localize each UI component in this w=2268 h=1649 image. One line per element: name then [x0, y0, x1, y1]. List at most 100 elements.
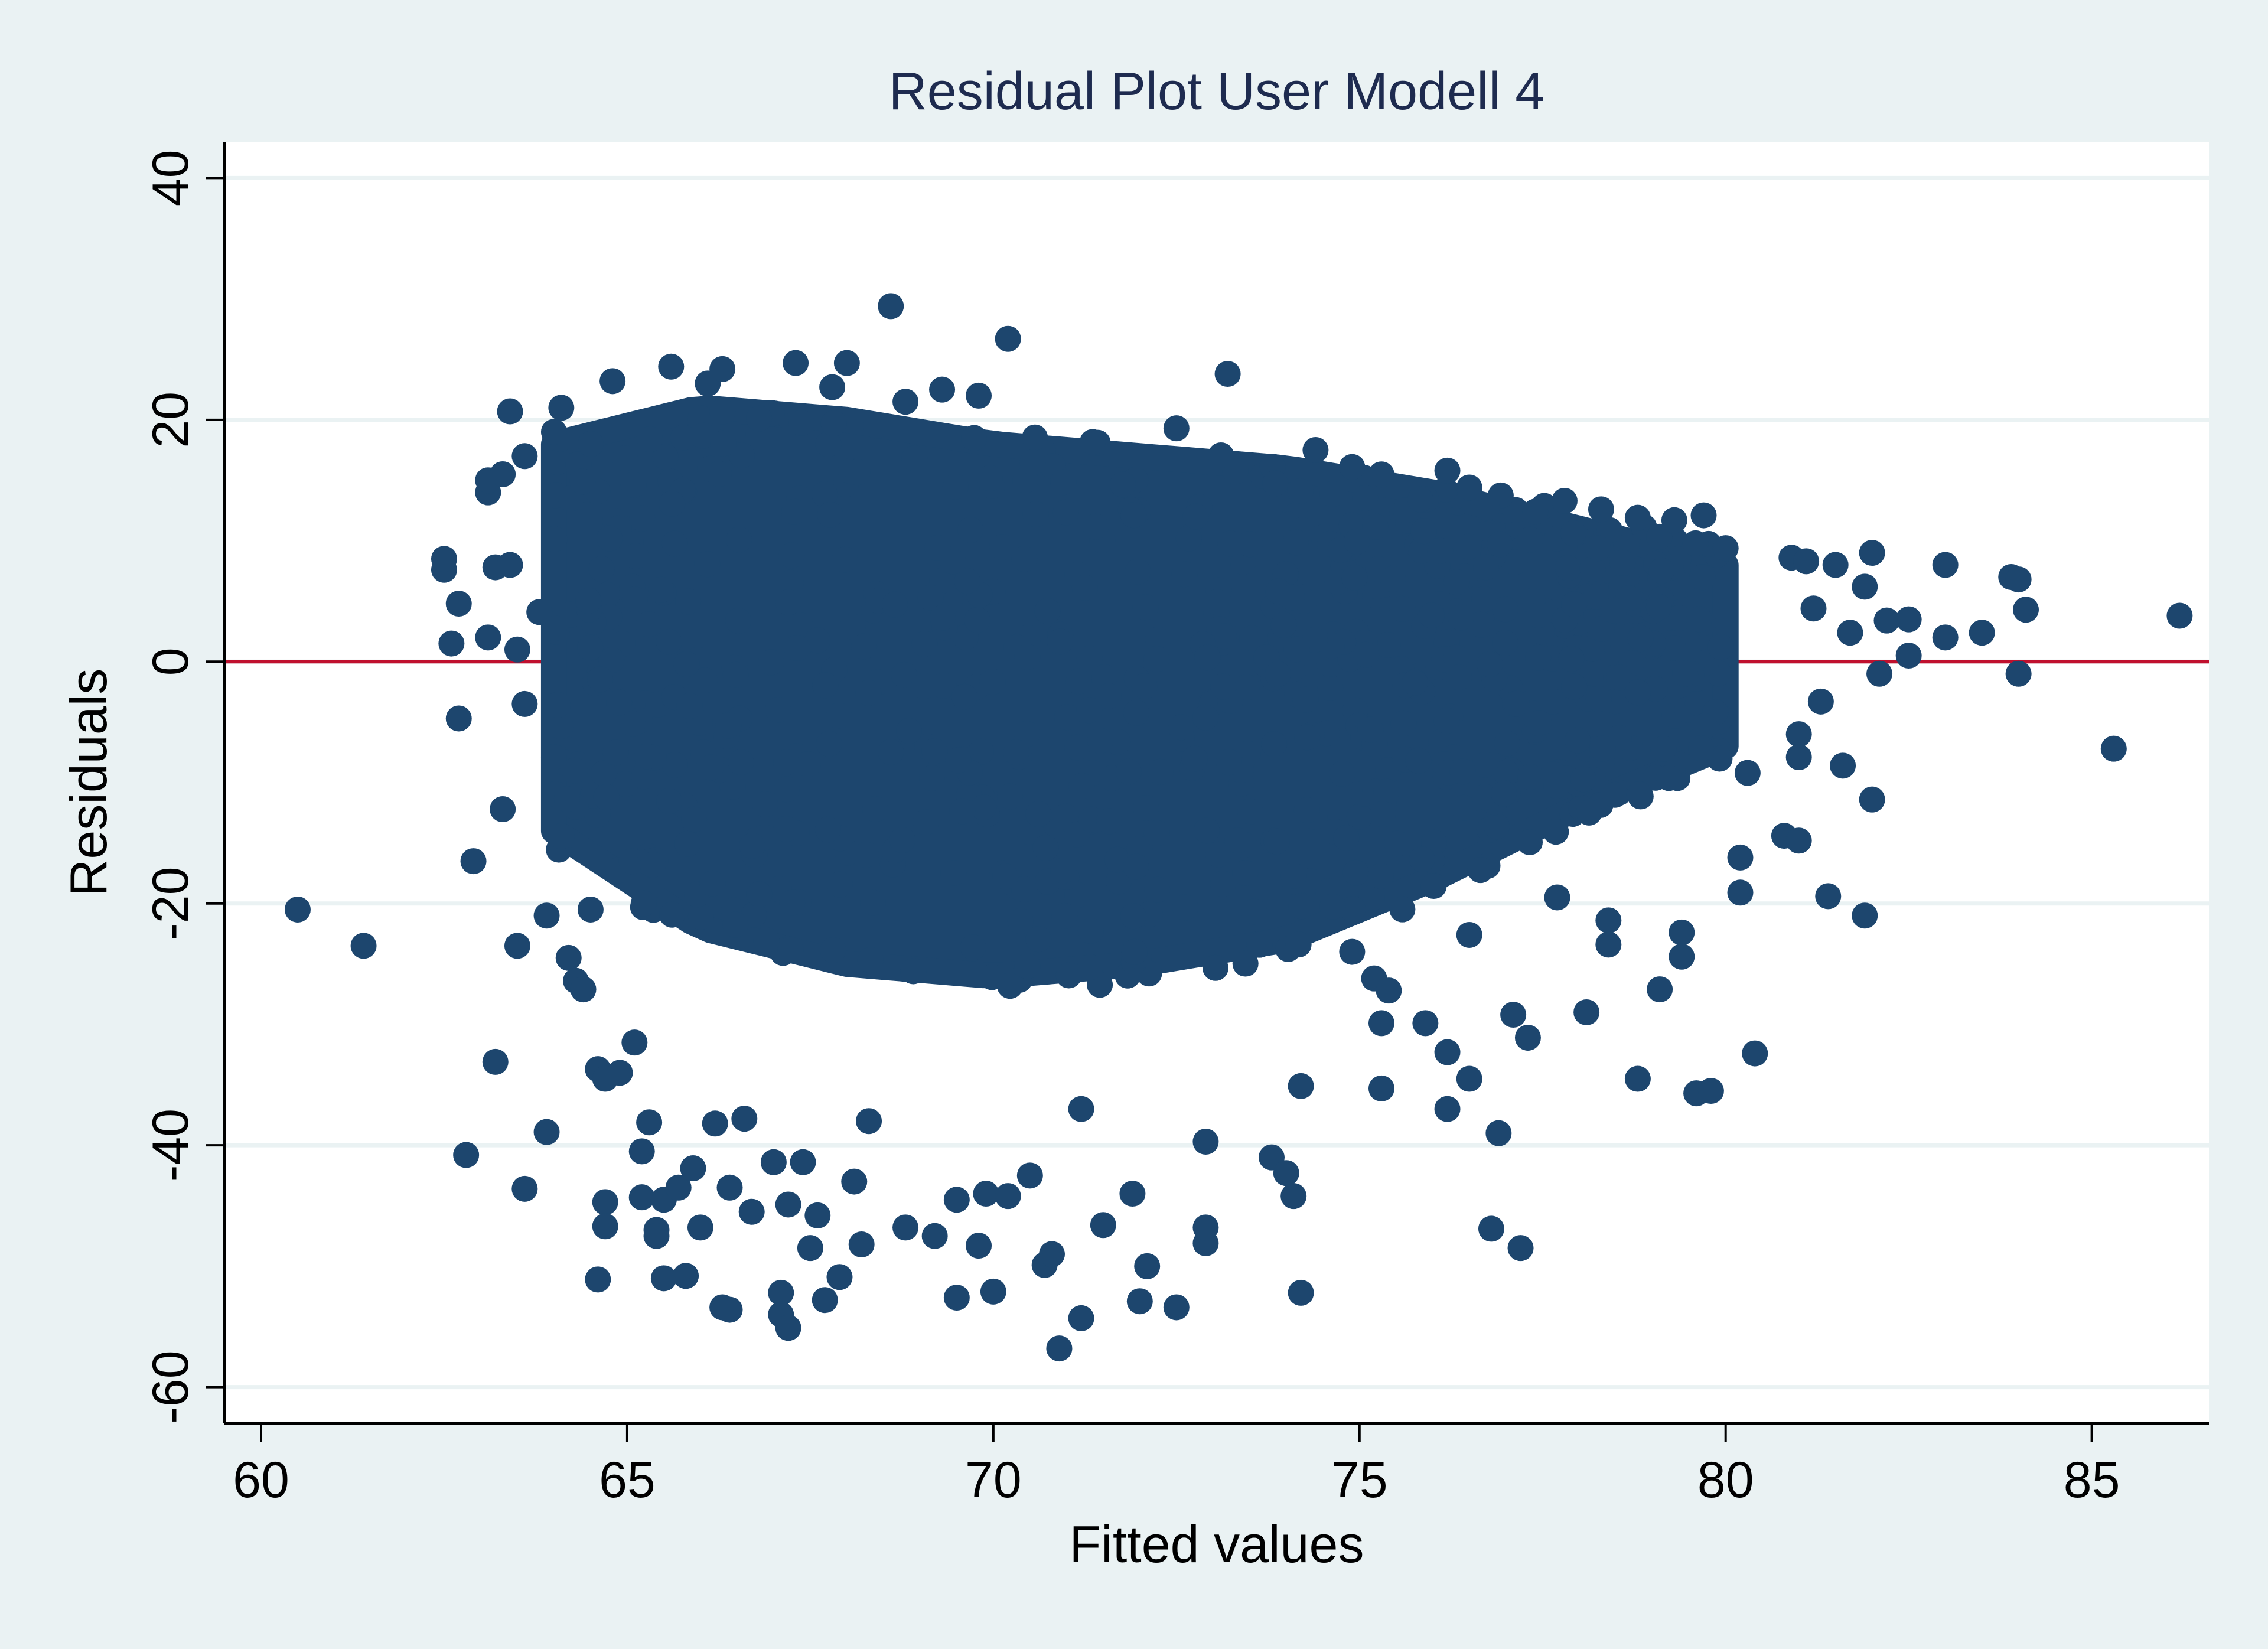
scatter-point — [1647, 976, 1673, 1003]
cloud-point — [1390, 710, 1417, 736]
scatter-point — [658, 353, 685, 380]
scatter-point — [1507, 1235, 1534, 1262]
y-axis-title: Residuals — [59, 669, 118, 897]
cloud-point — [1285, 931, 1312, 958]
scatter-point — [1514, 1024, 1541, 1051]
cloud-point — [1123, 853, 1149, 880]
cloud-point — [1407, 486, 1433, 513]
cloud-point — [1019, 449, 1046, 475]
cloud-point — [778, 542, 805, 569]
cloud-point — [1054, 704, 1080, 731]
cloud-point — [752, 791, 778, 817]
y-tick-label-2: -20 — [142, 867, 199, 940]
scatter-point — [1163, 415, 1190, 442]
cloud-point — [832, 546, 858, 573]
cloud-point — [692, 667, 718, 693]
scatter-point — [1068, 1305, 1094, 1331]
cloud-point — [777, 936, 804, 963]
scatter-point — [577, 896, 604, 923]
scatter-point — [504, 933, 530, 959]
scatter-point — [716, 1296, 743, 1323]
cloud-point — [670, 424, 696, 451]
cloud-point — [606, 689, 633, 716]
cloud-point — [1237, 798, 1263, 824]
cloud-point — [1007, 908, 1034, 934]
x-tick-label-3: 75 — [1331, 1452, 1388, 1508]
cloud-point — [728, 442, 755, 469]
cloud-point — [1609, 549, 1636, 576]
scatter-point — [628, 1184, 655, 1211]
scatter-point — [833, 350, 860, 376]
scatter-point — [1815, 883, 1842, 910]
scatter-point — [892, 389, 919, 415]
cloud-point — [913, 809, 939, 836]
cloud-point — [722, 661, 749, 688]
cloud-point — [637, 426, 663, 452]
y-axis-ticks: -60 -40 -20 0 20 40 — [142, 150, 224, 1424]
cloud-point — [1232, 860, 1259, 887]
scatter-point — [1822, 552, 1849, 578]
cloud-point — [593, 784, 620, 810]
scatter-point — [1551, 488, 1578, 514]
cloud-point — [997, 783, 1024, 810]
cloud-point — [1362, 513, 1389, 540]
scatter-point — [1192, 1129, 1219, 1155]
cloud-point — [1241, 898, 1267, 925]
cloud-point — [787, 612, 813, 638]
scatter-point — [1573, 999, 1600, 1025]
cloud-point — [917, 584, 944, 611]
scatter-point — [1661, 507, 1687, 533]
dense-point-cloud — [540, 395, 1739, 999]
cloud-point — [979, 964, 1005, 990]
cloud-point — [676, 693, 703, 719]
cloud-point — [1560, 520, 1586, 546]
cloud-point — [778, 569, 804, 596]
scatter-point — [482, 1048, 509, 1075]
axes — [223, 142, 2209, 1425]
cloud-point — [1432, 477, 1458, 503]
cloud-point — [758, 649, 784, 676]
scatter-point — [475, 624, 501, 651]
cloud-point — [1346, 804, 1373, 830]
cloud-point — [889, 827, 915, 853]
scatter-point — [892, 1214, 919, 1241]
cloud-point — [814, 816, 841, 843]
cloud-point — [1077, 954, 1103, 980]
cloud-point — [773, 749, 800, 775]
scatter-point — [1288, 1279, 1314, 1306]
cloud-point — [715, 712, 742, 739]
cloud-point — [612, 445, 638, 471]
cloud-point — [859, 889, 886, 916]
scatter-point — [1852, 573, 1878, 600]
cloud-point — [940, 859, 967, 886]
scatter-point — [1800, 595, 1827, 622]
scatter-point — [1895, 606, 1922, 633]
cloud-point — [855, 680, 882, 706]
cloud-point — [911, 631, 938, 657]
scatter-point — [533, 902, 560, 929]
scatter-point — [1192, 1214, 1219, 1241]
cloud-point — [1666, 605, 1692, 631]
cloud-point — [1650, 736, 1677, 762]
cloud-point — [1133, 794, 1159, 821]
cloud-point — [1145, 627, 1171, 653]
cloud-point — [1357, 716, 1384, 743]
cloud-point — [1585, 535, 1611, 562]
scatter-point — [1793, 548, 1820, 575]
cloud-point — [1526, 602, 1552, 628]
scatter-point — [1669, 943, 1695, 970]
cloud-point — [1120, 903, 1146, 930]
scatter-point — [650, 1265, 677, 1292]
cloud-point — [722, 911, 749, 938]
scatter-point — [995, 325, 1021, 352]
cloud-point — [1410, 518, 1437, 545]
cloud-point — [562, 757, 588, 784]
cloud-point — [728, 749, 754, 775]
cloud-point — [1525, 644, 1552, 671]
scatter-point — [1588, 496, 1614, 523]
cloud-point — [781, 498, 807, 525]
y-tick-label-5: 40 — [142, 150, 199, 207]
cloud-point — [816, 731, 842, 757]
scatter-point — [570, 976, 597, 1003]
